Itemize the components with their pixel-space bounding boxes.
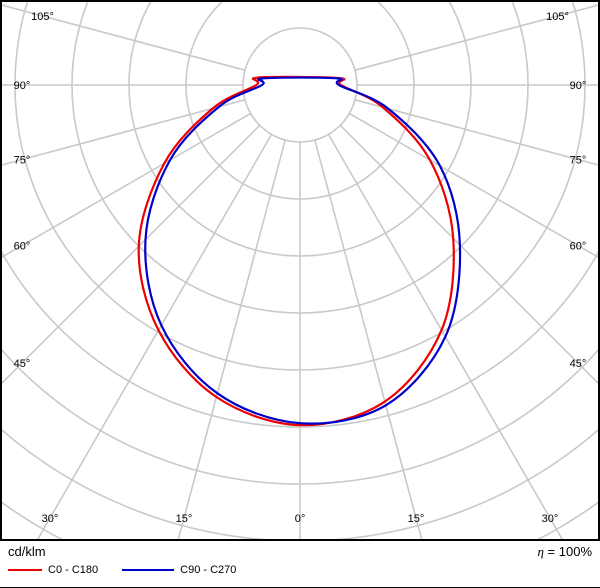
angle-tick-label: 75° bbox=[570, 155, 587, 167]
chart-footer: cd/klm η = 100% C0 - C180 C90 - C270 bbox=[0, 541, 600, 588]
efficiency-value: = 100% bbox=[547, 544, 592, 559]
angle-tick-label: 45° bbox=[570, 358, 587, 370]
curve-c0-c180 bbox=[137, 75, 455, 427]
angle-tick-label: 30° bbox=[542, 513, 559, 525]
grid-radial-line bbox=[327, 133, 565, 541]
eta-symbol: η bbox=[537, 544, 544, 559]
legend-color-line-c0 bbox=[8, 569, 42, 571]
legend-color-line-c90 bbox=[122, 569, 175, 571]
polar-chart: 105° 90° 75° 60° 45° 30° 15° 0° 15° 30° 45° 60° 75° 9… bbox=[0, 0, 600, 541]
legend-item-label: C0 - C180 bbox=[48, 564, 99, 576]
chart-frame bbox=[0, 0, 600, 541]
intensity-curves bbox=[137, 75, 462, 427]
grid-radial-line bbox=[339, 124, 600, 387]
legend-item-c90-c270: C90 - C270 bbox=[108, 564, 236, 576]
angle-tick-labels: 105° 90° 75° 60° 45° 30° 15° 0° 15° 30° 45° 60° 75° 9… bbox=[14, 11, 587, 525]
angle-tick-label: 45° bbox=[14, 358, 31, 370]
curve-c90-c270 bbox=[144, 76, 462, 425]
grid-radial-line bbox=[176, 139, 286, 541]
legend-item-c0-c180: C0 - C180 bbox=[8, 564, 98, 576]
efficiency-label: η = 100% bbox=[537, 544, 592, 560]
grid-radial-line bbox=[348, 112, 600, 260]
angle-tick-label: 105° bbox=[31, 11, 54, 23]
angle-tick-label: 75° bbox=[14, 155, 31, 167]
angle-tick-label: 30° bbox=[42, 513, 59, 525]
angle-tick-label: 90° bbox=[570, 80, 587, 92]
angle-tick-label: 15° bbox=[408, 513, 425, 525]
polar-grid bbox=[0, 0, 600, 541]
footer-top-row: cd/klm η = 100% bbox=[8, 544, 592, 560]
legend-item-label: C90 - C270 bbox=[180, 564, 237, 576]
angle-tick-label: 0° bbox=[295, 513, 306, 525]
angle-tick-label: 105° bbox=[546, 11, 569, 23]
units-label: cd/klm bbox=[8, 544, 46, 559]
grid-radial-line bbox=[0, 124, 261, 387]
grid-radial-line bbox=[314, 139, 424, 541]
angle-tick-label: 60° bbox=[14, 241, 31, 253]
grid-radial-line bbox=[35, 133, 273, 541]
grid-radial-line bbox=[0, 112, 252, 260]
angle-tick-label: 60° bbox=[570, 241, 587, 253]
grid-radial-line bbox=[0, 99, 246, 167]
chart-legend: C0 - C180 C90 - C270 bbox=[8, 564, 592, 576]
grid-radial-line bbox=[354, 3, 600, 71]
grid-radial-line bbox=[0, 3, 246, 71]
grid-radial-line bbox=[354, 99, 600, 167]
angle-tick-label: 90° bbox=[14, 80, 31, 92]
angle-tick-label: 15° bbox=[176, 513, 193, 525]
